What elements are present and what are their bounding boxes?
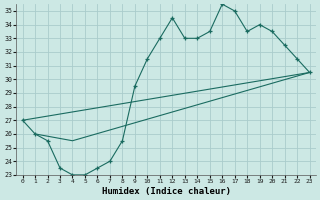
X-axis label: Humidex (Indice chaleur): Humidex (Indice chaleur) (101, 187, 231, 196)
